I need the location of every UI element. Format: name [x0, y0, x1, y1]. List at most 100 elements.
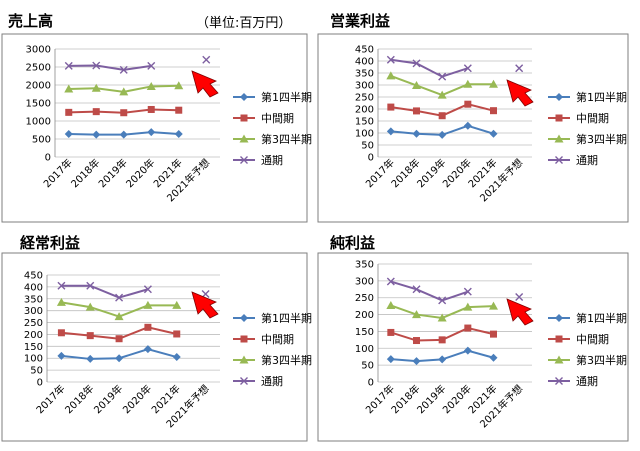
- point-sales-q1-4: [174, 129, 183, 138]
- point-sales-q3-1: [91, 83, 101, 92]
- point-net-profit-h1-0: [387, 328, 395, 336]
- point-net-profit-h1-1: [413, 337, 420, 345]
- legend-marker-sales-h1: [240, 114, 248, 122]
- unit-label: （単位:百万円）: [196, 16, 292, 31]
- series-line-operating-profit-full: [390, 58, 469, 78]
- point-sales-h1-4: [175, 106, 183, 114]
- series-line-net-profit-full: [390, 280, 469, 302]
- red-arrow-operating-profit: [506, 79, 534, 107]
- legend-marker-operating-profit-h1: [555, 114, 563, 122]
- legend-marker-operating-profit-q3: [554, 134, 564, 143]
- point-ordinary-profit-q1-1: [86, 354, 95, 363]
- point-operating-profit-h1-1: [413, 107, 420, 115]
- y-tick-label-sales-5: 2500: [26, 63, 51, 74]
- point-sales-q3-2: [119, 87, 129, 96]
- y-tick-label-operating-profit-3: 150: [355, 117, 374, 128]
- legend-label-ordinary-profit-q3: 第3四半期: [261, 353, 312, 367]
- y-tick-label-operating-profit-6: 300: [355, 81, 374, 92]
- point-operating-profit-q1-0: [386, 127, 395, 136]
- point-operating-profit-q3-3: [463, 79, 473, 88]
- legend-marker-sales-full: [240, 156, 248, 164]
- y-tick-label-ordinary-profit-8: 400: [24, 282, 43, 293]
- point-sales-h1-1: [92, 108, 100, 116]
- point-ordinary-profit-q1-0: [57, 351, 66, 360]
- point-sales-h1-3: [147, 105, 155, 113]
- y-tick-label-operating-profit-8: 400: [355, 57, 374, 68]
- point-net-profit-q1-3: [463, 346, 472, 355]
- legend-label-sales-q3: 第3四半期: [261, 132, 312, 146]
- legend-marker-net-profit-q1: [555, 314, 563, 322]
- point-operating-profit-q1-2: [438, 130, 447, 139]
- point-net-profit-h1-3: [464, 324, 472, 332]
- point-ordinary-profit-h1-0: [57, 329, 65, 337]
- point-net-profit-q1-1: [412, 357, 421, 366]
- point-ordinary-profit-full-3: [143, 285, 152, 294]
- point-operating-profit-full-2: [438, 72, 447, 81]
- y-tick-label-operating-profit-7: 350: [355, 69, 374, 80]
- point-operating-profit-q3-2: [437, 90, 447, 99]
- y-tick-label-net-profit-7: 350: [355, 260, 374, 271]
- chart-frame-ordinary-profit: [1, 252, 308, 442]
- legend-marker-sales-q1: [240, 93, 248, 101]
- point-net-profit-q1-2: [438, 355, 447, 364]
- point-net-profit-full-3: [463, 287, 472, 296]
- legend-label-operating-profit-q1: 第1四半期: [576, 90, 627, 104]
- point-ordinary-profit-q3-1: [85, 302, 95, 311]
- y-tick-label-operating-profit-5: 250: [355, 93, 374, 104]
- red-arrow-sales: [191, 70, 219, 98]
- y-tick-label-sales-2: 1000: [26, 117, 51, 128]
- chart-title-sales: 売上高: [8, 12, 54, 30]
- y-tick-label-net-profit-1: 50: [361, 361, 374, 372]
- point-operating-profit-h1-0: [387, 103, 395, 111]
- legend-label-operating-profit-h1: 中間期: [576, 112, 609, 125]
- legend-marker-net-profit-full: [555, 377, 563, 385]
- point-operating-profit-q1-1: [412, 129, 421, 138]
- point-ordinary-profit-q1-3: [143, 345, 152, 354]
- point-sales-full-1: [92, 61, 101, 70]
- point-ordinary-profit-q3-3: [143, 300, 153, 309]
- y-tick-label-sales-1: 500: [32, 135, 51, 146]
- y-tick-label-operating-profit-0: 0: [368, 153, 374, 164]
- legend-label-operating-profit-q3: 第3四半期: [576, 132, 627, 146]
- point-operating-profit-full-3: [463, 64, 472, 73]
- point-sales-full-2: [119, 65, 128, 74]
- point-operating-profit-h1-2: [438, 112, 446, 120]
- point-ordinary-profit-h1-1: [86, 332, 94, 340]
- point-ordinary-profit-h1-2: [115, 335, 123, 343]
- legend-marker-ordinary-profit-h1: [240, 335, 248, 343]
- y-tick-label-ordinary-profit-0: 0: [37, 378, 43, 389]
- point-ordinary-profit-full-1: [86, 281, 95, 290]
- point-ordinary-profit-q3-4: [172, 300, 182, 309]
- point-sales-h1-0: [65, 108, 73, 116]
- y-tick-label-ordinary-profit-1: 50: [30, 366, 43, 377]
- y-tick-label-net-profit-4: 200: [355, 310, 374, 321]
- point-sales-q3-0: [64, 84, 74, 93]
- series-line-ordinary-profit-full: [61, 284, 149, 299]
- y-tick-label-ordinary-profit-4: 200: [24, 330, 43, 341]
- point-sales-q1-0: [64, 129, 73, 138]
- y-tick-label-ordinary-profit-6: 300: [24, 306, 43, 317]
- chart-frame-sales: [1, 33, 308, 223]
- point-net-profit-full-0: [386, 277, 395, 286]
- point-sales-full-0: [64, 61, 73, 70]
- y-tick-label-operating-profit-1: 50: [361, 141, 374, 152]
- y-tick-label-net-profit-5: 250: [355, 293, 374, 304]
- legend-label-net-profit-full: 通期: [576, 375, 598, 388]
- point-operating-profit-full-0: [386, 55, 395, 64]
- legend-label-ordinary-profit-h1: 中間期: [261, 333, 294, 346]
- point-operating-profit-q3-0: [386, 71, 396, 80]
- series-line-sales-full: [68, 64, 152, 71]
- y-tick-label-ordinary-profit-7: 350: [24, 294, 43, 305]
- legend-label-net-profit-q1: 第1四半期: [576, 311, 627, 325]
- chart-title-operating-profit: 営業利益: [330, 12, 391, 30]
- legend-label-operating-profit-full: 通期: [576, 154, 598, 167]
- y-tick-label-sales-6: 3000: [26, 45, 51, 56]
- point-sales-q1-1: [92, 130, 101, 139]
- y-tick-label-ordinary-profit-2: 100: [24, 354, 43, 365]
- y-tick-label-ordinary-profit-3: 150: [24, 342, 43, 353]
- point-sales-full-3: [147, 61, 156, 70]
- point-operating-profit-h1-4: [490, 107, 497, 115]
- y-tick-label-sales-0: 0: [45, 153, 51, 164]
- point-net-profit-full-5: [515, 293, 524, 302]
- red-arrow-ordinary-profit: [191, 291, 219, 319]
